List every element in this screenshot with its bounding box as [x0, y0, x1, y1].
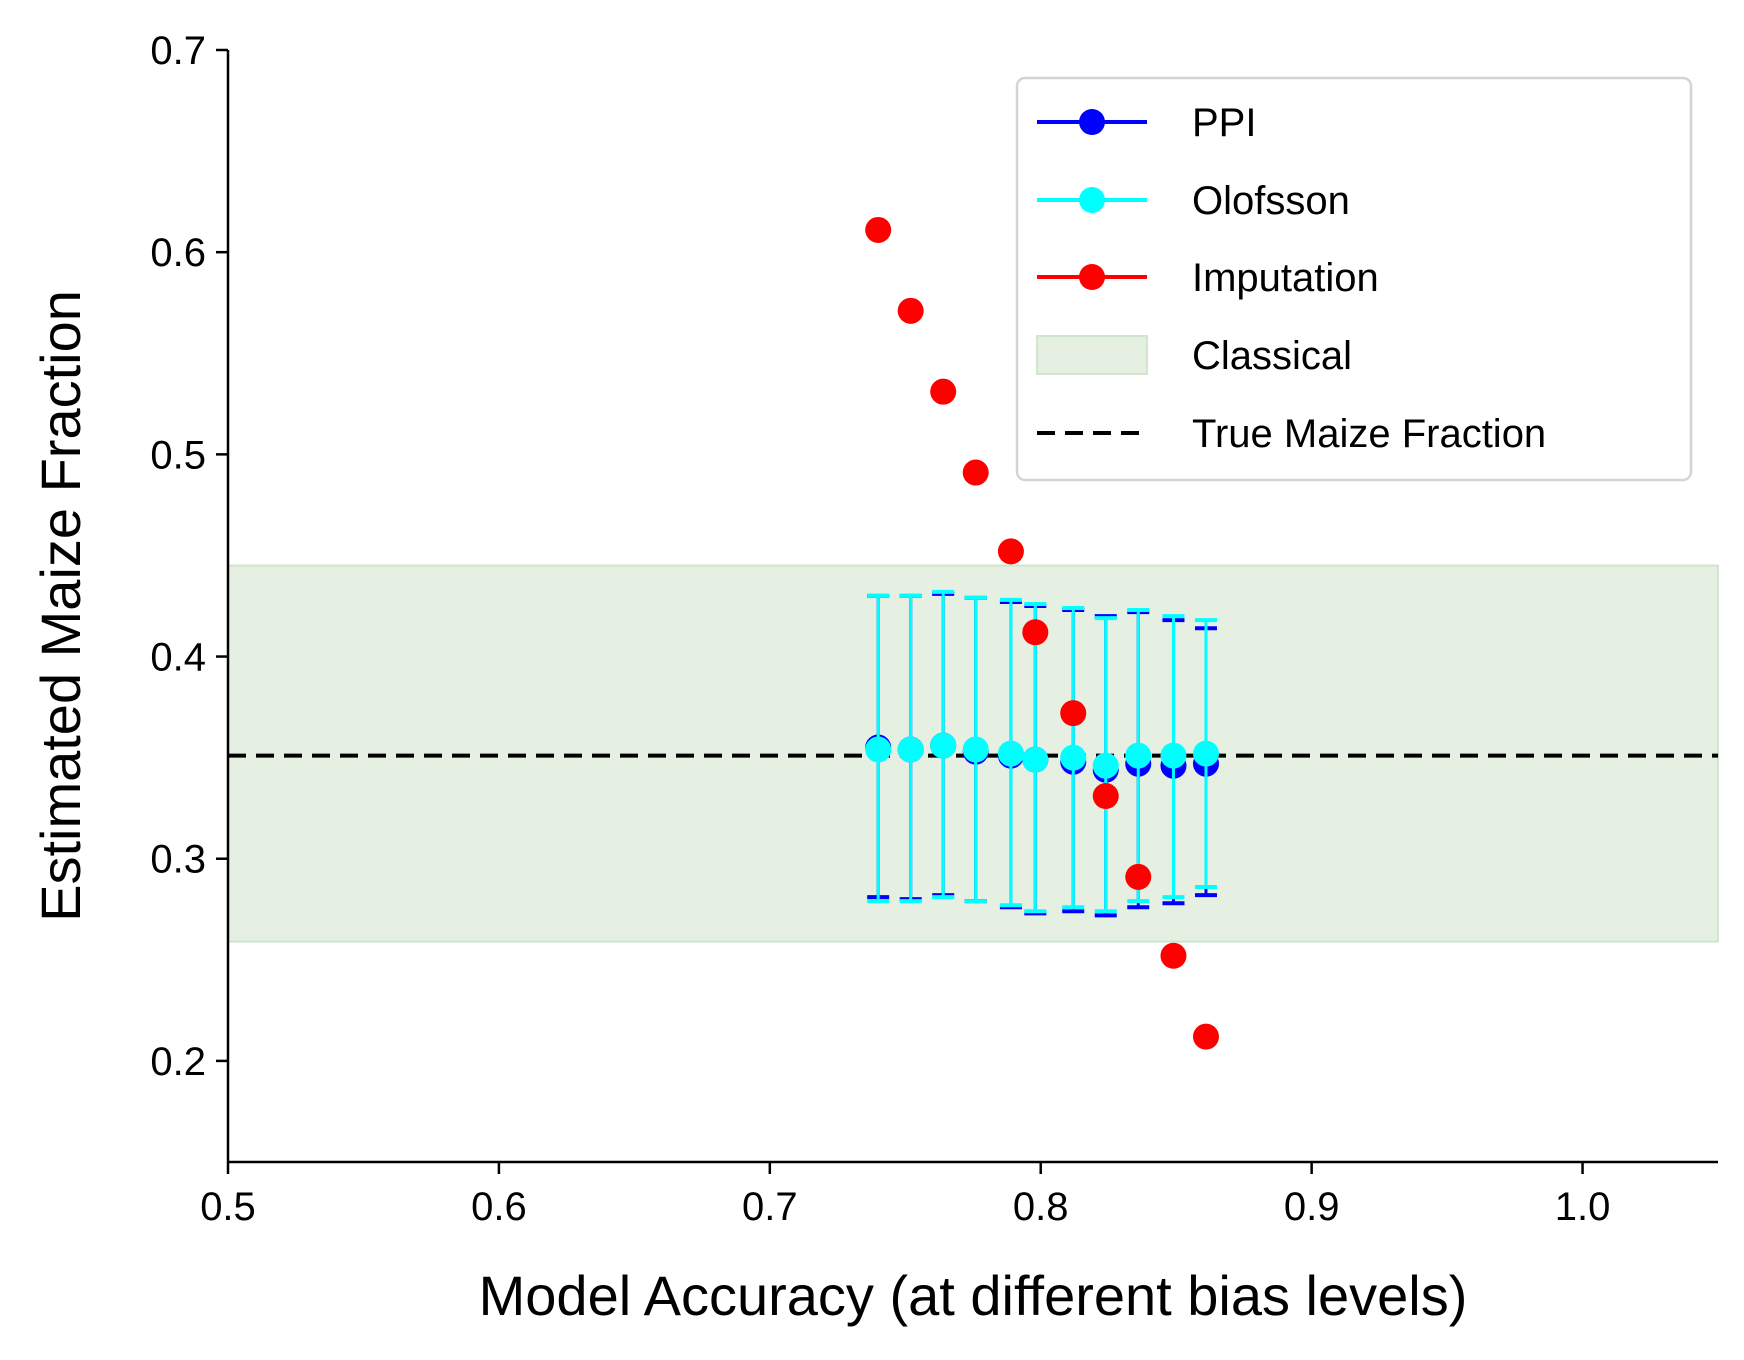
legend-item-ppi: PPI — [1037, 101, 1256, 145]
imputation-point — [1125, 863, 1152, 890]
x-tick-label: 0.5 — [200, 1185, 256, 1229]
y-tick-label: 0.2 — [150, 1040, 206, 1084]
olofsson-point — [1160, 742, 1187, 769]
x-tick-label: 0.8 — [1013, 1185, 1069, 1229]
imputation-point — [865, 216, 892, 243]
legend-marker — [1079, 187, 1105, 213]
imputation-point — [962, 459, 989, 486]
olofsson-point — [1192, 740, 1219, 767]
olofsson-point — [897, 736, 924, 763]
olofsson-point — [930, 732, 957, 759]
olofsson-point — [1125, 742, 1152, 769]
olofsson-series — [865, 589, 1219, 914]
x-tick-label: 0.9 — [1284, 1185, 1340, 1229]
imputation-point — [1192, 1023, 1219, 1050]
series-layer — [865, 216, 1219, 1050]
legend-label: Olofsson — [1192, 179, 1350, 223]
legend-label: Classical — [1192, 334, 1352, 378]
imputation-point — [897, 297, 924, 324]
y-axis-label: Estimated Maize Fraction — [29, 290, 92, 922]
legend-item-classical: Classical — [1036, 334, 1352, 378]
imputation-point — [997, 538, 1024, 565]
olofsson-point — [1092, 752, 1119, 779]
olofsson-point — [997, 740, 1024, 767]
legend-label: Imputation — [1192, 256, 1379, 300]
y-tick-label: 0.7 — [150, 29, 206, 73]
legend-label: PPI — [1192, 101, 1256, 145]
x-axis-label: Model Accuracy (at different bias levels… — [479, 1264, 1468, 1327]
y-tick-label: 0.3 — [150, 838, 206, 882]
olofsson-point — [1022, 746, 1049, 773]
imputation-point — [930, 378, 957, 405]
imputation-point — [1092, 783, 1119, 810]
legend-item-imputation: Imputation — [1037, 256, 1379, 300]
x-tick-label: 0.7 — [742, 1185, 798, 1229]
legend-item-olofsson: Olofsson — [1037, 179, 1350, 223]
y-tick-label: 0.6 — [150, 231, 206, 275]
y-tick-label: 0.5 — [150, 433, 206, 477]
legend: PPI Olofsson Imputation Classical True Maize… — [1015, 76, 1693, 482]
imputation-point — [1160, 942, 1187, 969]
legend-label: True Maize Fraction — [1192, 412, 1546, 456]
x-tick-label: 1.0 — [1555, 1185, 1611, 1229]
legend-box — [1015, 76, 1693, 482]
legend-patch — [1036, 335, 1148, 375]
olofsson-point — [962, 736, 989, 763]
legend-item-true-maize-fraction: True Maize Fraction — [1037, 412, 1546, 456]
x-tick-label: 0.6 — [471, 1185, 527, 1229]
legend-marker — [1079, 264, 1105, 290]
olofsson-point — [1060, 744, 1087, 771]
legend-marker — [1079, 109, 1105, 135]
imputation-series — [865, 216, 1219, 1050]
axes: 0.5 0.6 0.7 0.8 0.9 1.0 0.2 0.3 0.4 0.5 0.6 0.7 — [150, 29, 1718, 1229]
olofsson-point — [865, 736, 892, 763]
y-tick-label: 0.4 — [150, 636, 206, 680]
imputation-point — [1022, 619, 1049, 646]
imputation-point — [1060, 700, 1087, 727]
